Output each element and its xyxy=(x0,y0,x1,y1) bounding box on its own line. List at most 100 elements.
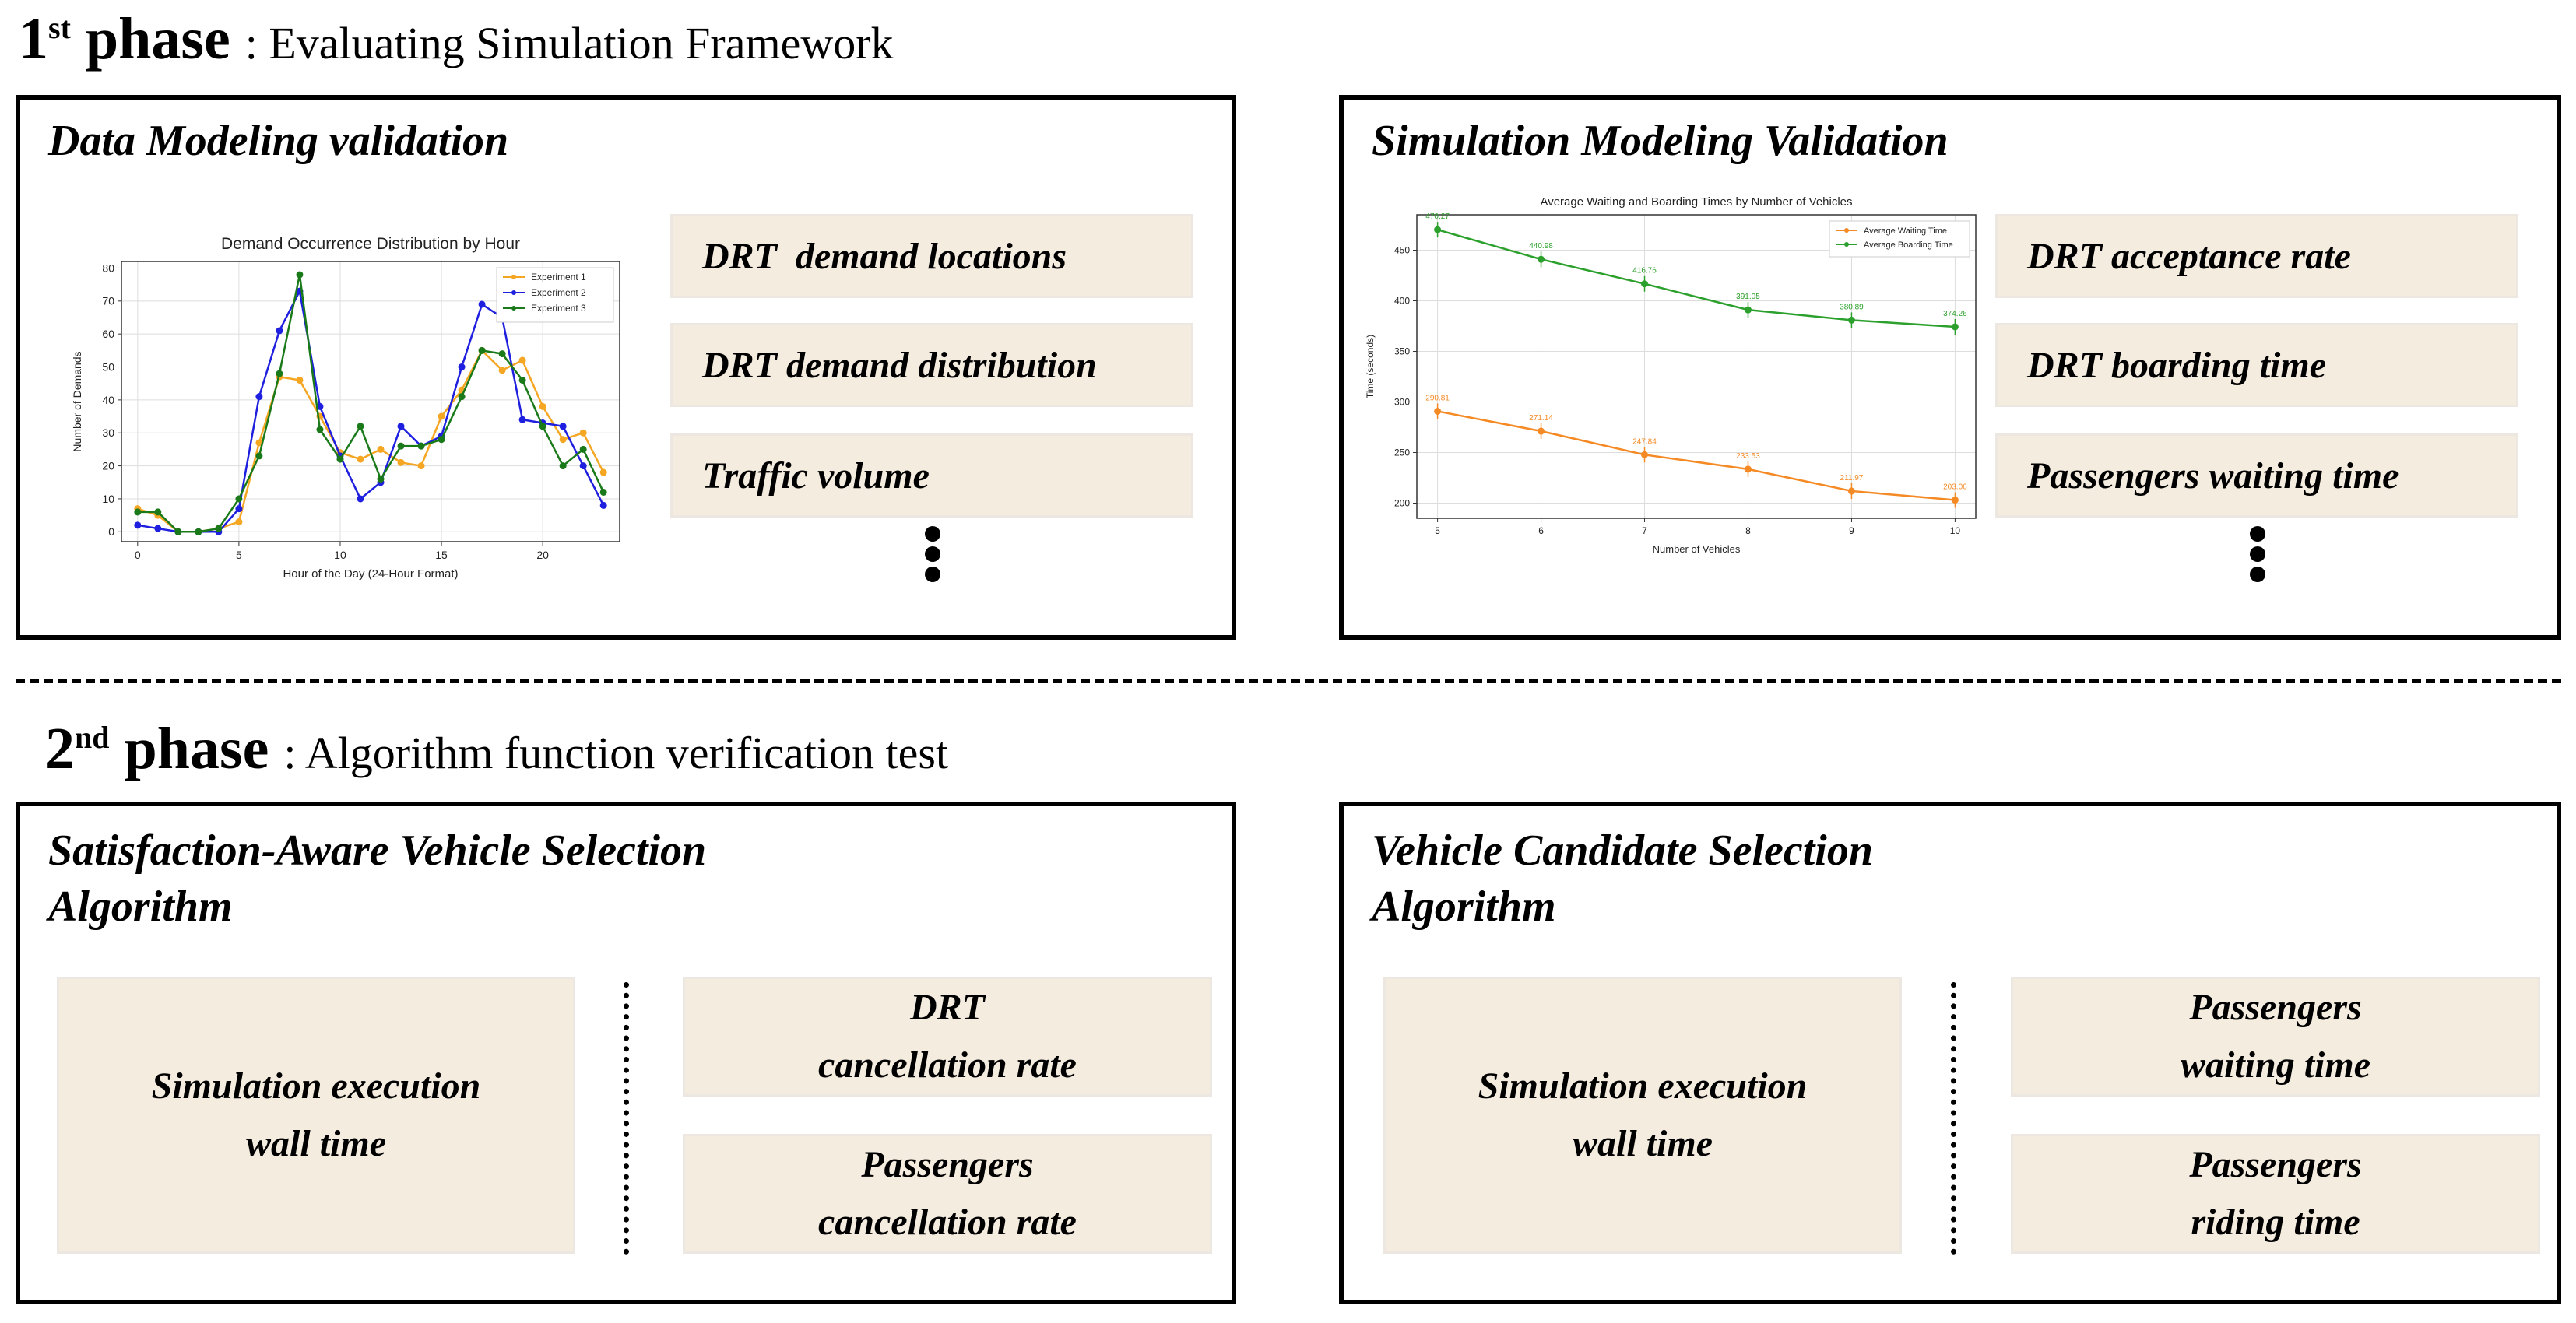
phase-divider xyxy=(16,679,2561,683)
data-point xyxy=(336,455,344,463)
data-point xyxy=(255,452,263,460)
y-tick-label: 80 xyxy=(102,261,114,274)
phase2-heading: 2nd phase : Algorithm function verificat… xyxy=(45,719,948,778)
data-label: 203.06 xyxy=(1943,483,1967,492)
waiting-boarding-chart: 290.81 271.14 247.84 233.53 211.97 203.06 470.… xyxy=(1365,195,1977,555)
data-point xyxy=(458,393,466,401)
data-point xyxy=(1951,323,1959,331)
y-tick-label: 400 xyxy=(1394,296,1410,307)
data-point xyxy=(134,521,142,529)
metric-demand-locations: DRT demand locations xyxy=(673,216,1191,296)
data-point xyxy=(357,495,364,503)
data-point xyxy=(235,505,243,513)
ellipsis-dot xyxy=(925,526,940,542)
y-tick-label: 40 xyxy=(102,394,114,406)
data-label: 470.27 xyxy=(1425,212,1450,221)
data-point xyxy=(235,495,243,503)
metric-passenger-cancellation: Passengers cancellation rate xyxy=(685,1136,1210,1251)
x-tick-label: 0 xyxy=(135,549,141,561)
data-point xyxy=(255,439,263,447)
data-point xyxy=(518,376,526,384)
data-point xyxy=(1434,407,1442,415)
vehicle-candidate-panel: Vehicle Candidate Selection Algorithm Si… xyxy=(1339,802,2561,1304)
data-point xyxy=(438,412,445,420)
legend-marker xyxy=(1844,242,1849,247)
metric-line: wall time xyxy=(246,1123,386,1164)
chart-title: Demand Occurrence Distribution by Hour xyxy=(221,235,520,253)
data-point xyxy=(154,525,162,532)
data-point xyxy=(377,445,385,453)
x-tick-label: 20 xyxy=(536,549,549,561)
chart-legend: Average Waiting Time Average Boarding Tim… xyxy=(1829,220,1970,258)
y-tick-label: 30 xyxy=(102,426,114,439)
data-point xyxy=(397,423,405,430)
data-point xyxy=(1744,306,1752,314)
panel-title: Simulation Modeling Validation xyxy=(1372,117,1949,165)
data-point xyxy=(1641,451,1649,458)
metric-line: cancellation rate xyxy=(818,1202,1077,1243)
data-label: 374.26 xyxy=(1943,310,1967,318)
y-tick-label: 10 xyxy=(102,493,114,505)
data-label: 440.98 xyxy=(1529,242,1553,251)
demand-distribution-chart: 0 5 10 15 20 0 10 20 30 40 50 60 70 80 Demand Occurre… xyxy=(71,235,620,581)
x-tick-label: 10 xyxy=(334,549,346,561)
metric-passenger-riding: Passengers riding time xyxy=(2013,1136,2538,1251)
data-point xyxy=(1641,280,1649,288)
data-label: 247.84 xyxy=(1632,437,1657,446)
data-point xyxy=(518,416,526,423)
x-tick-label: 5 xyxy=(236,549,242,561)
data-point xyxy=(478,300,486,308)
series-line xyxy=(1437,410,1956,501)
phase1-heading: 1st phase : Evaluating Simulation Framew… xyxy=(19,9,894,68)
phase1-word: phase xyxy=(85,6,230,72)
x-tick-label: 15 xyxy=(435,549,448,561)
data-point xyxy=(296,271,304,279)
metric-boarding-time: DRT boarding time xyxy=(1998,325,2516,405)
data-label: 211.97 xyxy=(1840,474,1864,483)
x-tick-label: 7 xyxy=(1642,525,1647,536)
y-tick-label: 300 xyxy=(1394,397,1410,408)
data-point xyxy=(397,458,405,466)
data-point xyxy=(154,508,162,516)
data-point xyxy=(296,376,304,384)
data-point xyxy=(377,476,385,483)
phase2-suffix: nd xyxy=(75,720,110,755)
data-point xyxy=(235,518,243,526)
ellipsis-dot xyxy=(925,567,940,582)
data-point xyxy=(174,528,182,535)
data-point xyxy=(579,462,587,470)
y-axis-label: Number of Demands xyxy=(71,351,83,451)
metric-line: cancellation rate xyxy=(818,1044,1077,1086)
legend-marker xyxy=(1844,228,1849,233)
ellipsis-dot xyxy=(2250,567,2265,582)
y-tick-label: 450 xyxy=(1394,245,1410,256)
panel-title-line1: Satisfaction-Aware Vehicle Selection xyxy=(48,826,707,875)
data-label: 391.05 xyxy=(1736,293,1760,301)
data-point xyxy=(316,402,324,410)
series-line xyxy=(1437,228,1956,328)
phase1-number: 1 xyxy=(19,6,48,72)
data-label: 416.76 xyxy=(1632,267,1657,275)
data-point xyxy=(1744,465,1752,473)
series-line xyxy=(137,349,605,533)
satisfaction-aware-panel: Satisfaction-Aware Vehicle Selection Alg… xyxy=(16,802,1236,1304)
dotted-separator xyxy=(1951,982,1956,1255)
metric-line: Simulation execution xyxy=(1478,1065,1808,1107)
data-point xyxy=(579,429,587,437)
data-point xyxy=(539,402,546,410)
data-point xyxy=(1847,316,1855,324)
y-tick-label: 0 xyxy=(108,525,114,538)
data-label: 380.89 xyxy=(1840,303,1864,311)
x-axis-label: Hour of the Day (24-Hour Format) xyxy=(283,567,458,581)
data-point xyxy=(276,370,283,377)
x-tick-label: 6 xyxy=(1538,525,1544,536)
metric-wall-time: Simulation execution wall time xyxy=(59,979,573,1251)
y-tick-label: 250 xyxy=(1394,447,1410,458)
y-axis-label: Time (seconds) xyxy=(1365,335,1376,398)
x-tick-label: 8 xyxy=(1745,525,1751,536)
y-tick-label: 20 xyxy=(102,459,114,472)
x-tick-label: 10 xyxy=(1950,525,1961,536)
phase1-suffix: st xyxy=(48,10,71,45)
metric-line: Passengers xyxy=(861,1144,1034,1185)
y-tick-label: 50 xyxy=(102,360,114,373)
